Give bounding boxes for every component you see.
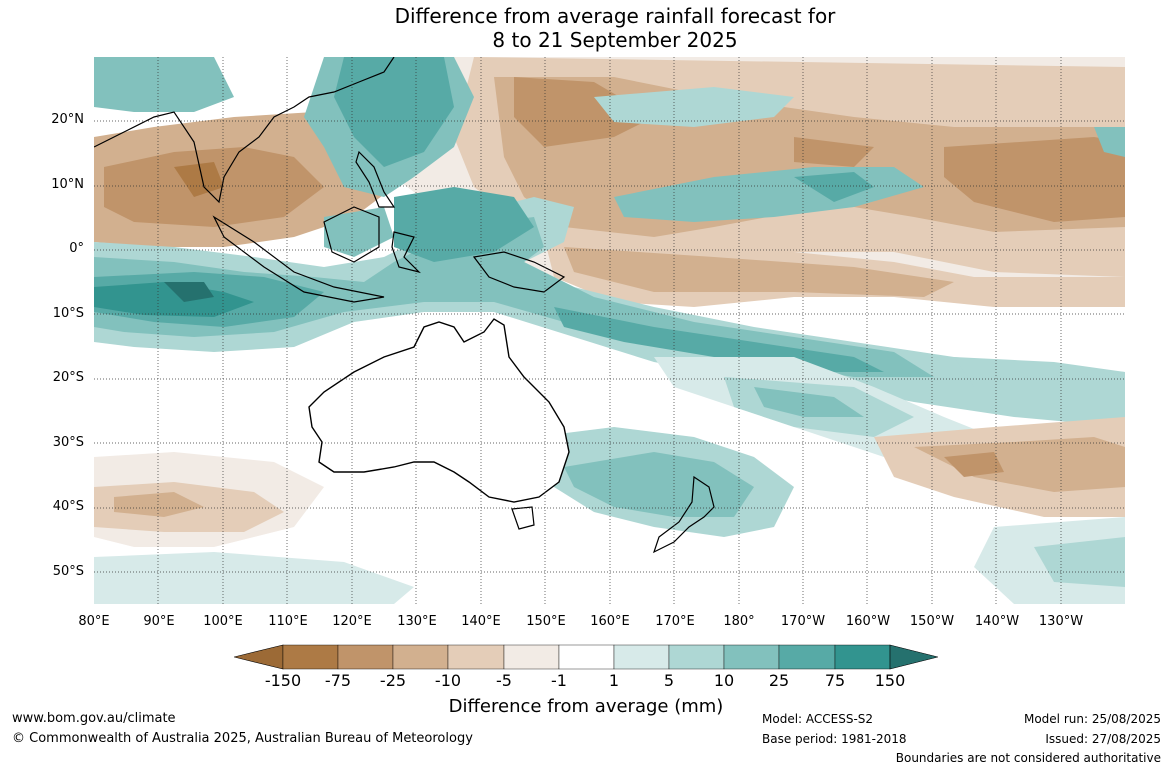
lon-label-180: 180° <box>723 614 755 629</box>
tasmania-outline <box>511 506 535 530</box>
lon-label-170w: 170°W <box>780 614 826 629</box>
boundaries-disclaimer: Boundaries are not considered authoritat… <box>895 751 1161 765</box>
map-title: Difference from average rainfall forecas… <box>0 4 1173 52</box>
lat-label-20s: 20°S <box>52 370 84 385</box>
colorbar-tick-label: 150 <box>874 671 906 690</box>
lon-label-110e: 110°E <box>268 614 308 629</box>
graticule <box>94 57 1125 604</box>
map-svg <box>94 57 1125 604</box>
colorbar-bin-11 <box>834 644 891 670</box>
australia-outline <box>308 318 570 503</box>
colorbar-below-min-triangle <box>234 644 284 670</box>
colorbar-tick-label: -1 <box>551 671 567 690</box>
colorbar-bin-10 <box>778 644 836 670</box>
lon-label-160e: 160°E <box>590 614 630 629</box>
issued-date: Issued: 27/08/2025 <box>1045 732 1161 746</box>
colorbar-title: Difference from average (mm) <box>448 696 724 717</box>
sumatra-java-outline <box>212 215 385 303</box>
lat-label-0: 0° <box>69 241 84 256</box>
model-run-date: Model run: 25/08/2025 <box>1023 712 1161 726</box>
lon-label-130w: 130°W <box>1038 614 1084 629</box>
lat-label-40s: 40°S <box>52 499 84 514</box>
lat-label-30s: 30°S <box>52 435 84 450</box>
base-period: Base period: 1981-2018 <box>762 732 907 746</box>
model-name: Model: ACCESS-S2 <box>762 712 874 726</box>
lon-label-130e: 130°E <box>397 614 437 629</box>
lon-label-150e: 150°E <box>526 614 566 629</box>
new-guinea-outline <box>472 251 566 293</box>
lon-label-170e: 170°E <box>655 614 695 629</box>
borneo-outline <box>323 206 380 263</box>
philippines-outline <box>355 150 396 208</box>
colorbar-bin-8 <box>668 644 725 670</box>
lon-label-80e: 80°E <box>78 614 110 629</box>
rainfall-anomaly-map <box>94 57 1125 604</box>
colorbar-bin-9 <box>723 644 780 670</box>
lat-label-10s: 10°S <box>52 306 84 321</box>
colorbar-bin-2 <box>337 644 394 670</box>
title-line-2: 8 to 21 September 2025 <box>492 28 738 52</box>
title-line-1: Difference from average rainfall forecas… <box>394 4 836 28</box>
lon-label-120e: 120°E <box>332 614 372 629</box>
colorbar-tick-label: -10 <box>434 671 462 690</box>
colorbar-tick-label: 10 <box>713 671 735 690</box>
colorbar-bin-3 <box>392 644 449 670</box>
colorbar <box>234 644 938 670</box>
colorbar-tick-label: -25 <box>379 671 407 690</box>
lon-label-140w: 140°W <box>974 614 1020 629</box>
lat-label-20n: 20°N <box>51 112 84 127</box>
colorbar-tick-label: 75 <box>824 671 846 690</box>
colorbar-above-max-triangle <box>889 644 938 670</box>
colorbar-bin-7 <box>613 644 670 670</box>
lon-label-140e: 140°E <box>461 614 501 629</box>
colorbar-bin-6 <box>558 644 615 670</box>
lon-label-150w: 150°W <box>909 614 955 629</box>
colorbar-bin-4 <box>447 644 505 670</box>
lon-label-90e: 90°E <box>143 614 175 629</box>
colorbar-tick-label: -150 <box>264 671 302 690</box>
new-zealand-outline <box>652 475 715 554</box>
lat-label-10n: 10°N <box>51 177 84 192</box>
asia-coastline <box>94 57 395 204</box>
copyright-notice: © Commonwealth of Australia 2025, Austra… <box>12 731 473 746</box>
colorbar-tick-label: 25 <box>768 671 790 690</box>
lon-label-160w: 160°W <box>845 614 891 629</box>
colorbar-tick-label: 5 <box>663 671 675 690</box>
colorbar-bin-1 <box>282 644 339 670</box>
colorbar-tick-label: -5 <box>496 671 512 690</box>
sulawesi-outline <box>391 231 421 274</box>
lat-label-50s: 50°S <box>52 564 84 579</box>
colorbar-tick-label: -75 <box>324 671 352 690</box>
lon-label-100e: 100°E <box>203 614 243 629</box>
colorbar-tick-label: 1 <box>608 671 620 690</box>
bom-website-link[interactable]: www.bom.gov.au/climate <box>12 711 176 726</box>
colorbar-bin-5 <box>503 644 560 670</box>
